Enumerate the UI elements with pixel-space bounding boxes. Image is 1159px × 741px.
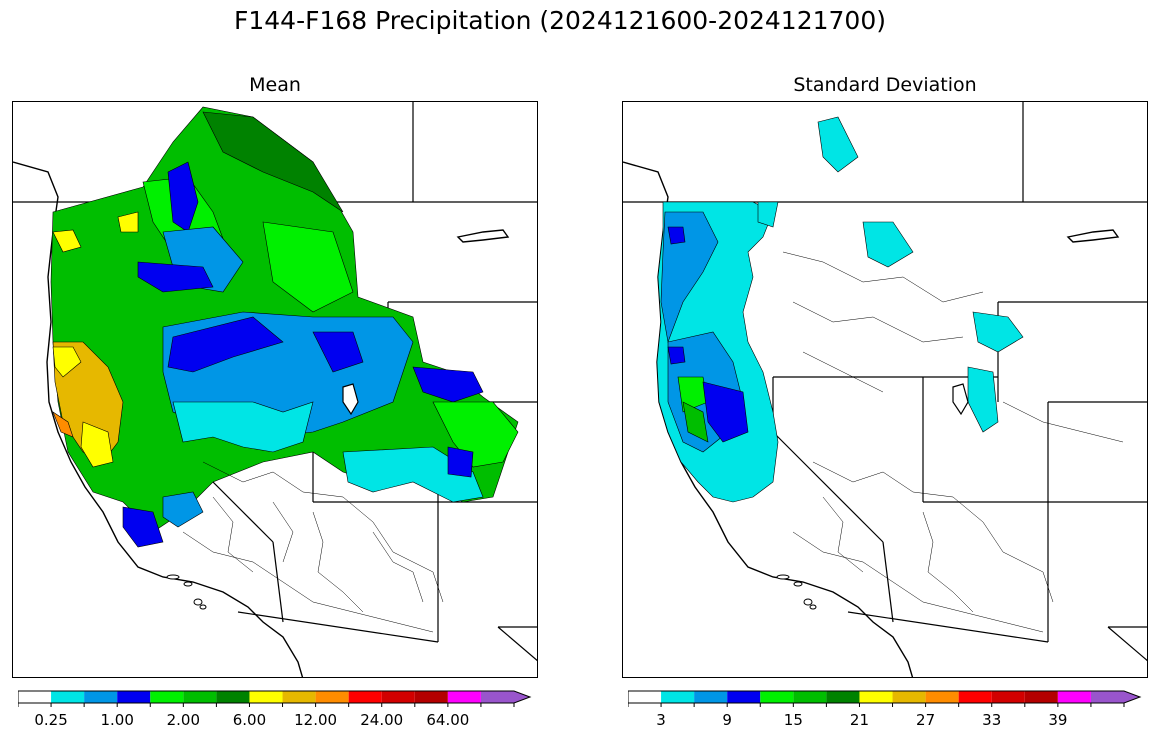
colorbar-tick-label: 15	[783, 711, 803, 729]
colorbar-tick-label: 9	[722, 711, 732, 729]
colorbar-segment	[480, 691, 530, 703]
stddev-panel-title: Standard Deviation	[793, 74, 977, 96]
colorbar-segment	[991, 691, 1025, 703]
stddev-colorbar	[628, 690, 1142, 707]
colorbar-outline	[18, 690, 532, 704]
colorbar-tick-label: 12.00	[294, 711, 338, 729]
colorbar-segment	[447, 691, 481, 703]
colorbar-tick-label: 3	[656, 711, 666, 729]
colorbar-tick-label: 27	[916, 711, 936, 729]
colorbar-segment	[694, 691, 728, 703]
colorbar-segment	[249, 691, 283, 703]
colorbar-tick-label: 33	[982, 711, 1002, 729]
colorbar-segment	[315, 691, 349, 703]
colorbar-segment	[1090, 691, 1140, 703]
colorbar-segment	[628, 691, 662, 703]
colorbar-segment	[793, 691, 827, 703]
colorbar-segment	[84, 691, 118, 703]
mean-colorbar	[18, 690, 532, 707]
colorbar-tick-label: 39	[1048, 711, 1068, 729]
colorbar-segment	[826, 691, 860, 703]
colorbar-tick-label: 21	[849, 711, 869, 729]
colorbar-segment	[348, 691, 382, 703]
colorbar-segment	[51, 691, 85, 703]
colorbar-segment	[727, 691, 761, 703]
colorbar-segment	[760, 691, 794, 703]
colorbar-segment	[282, 691, 316, 703]
stddev-map-graphic	[623, 102, 1147, 677]
figure-title: F144-F168 Precipitation (2024121600-2024…	[233, 6, 886, 35]
colorbar-tick-label: 0.25	[34, 711, 68, 729]
colorbar-tick-label: 2.00	[166, 711, 201, 729]
colorbar-tick-label: 64.00	[426, 711, 470, 729]
colorbar-segment	[925, 691, 959, 703]
mean-map-graphic	[13, 102, 537, 677]
mean-precipitation-map	[12, 101, 538, 678]
colorbar-segment	[1057, 691, 1091, 703]
mean-panel-title: Mean	[249, 74, 301, 96]
colorbar-tick-label: 1.00	[100, 711, 134, 729]
colorbar-segment	[661, 691, 695, 703]
colorbar-segment	[958, 691, 992, 703]
colorbar-segment	[216, 691, 250, 703]
colorbar-segment	[150, 691, 184, 703]
colorbar-segment	[183, 691, 217, 703]
colorbar-segment	[859, 691, 893, 703]
stddev-precipitation-map	[622, 101, 1148, 678]
colorbar-tick-label: 6.00	[232, 711, 267, 729]
colorbar-segment	[18, 691, 52, 703]
colorbar-segment	[381, 691, 415, 703]
colorbar-segment	[892, 691, 926, 703]
colorbar-segment	[1024, 691, 1058, 703]
colorbar-outline	[628, 690, 1142, 704]
colorbar-tick-label: 24.00	[360, 711, 404, 729]
colorbar-segment	[117, 691, 151, 703]
colorbar-segment	[414, 691, 448, 703]
